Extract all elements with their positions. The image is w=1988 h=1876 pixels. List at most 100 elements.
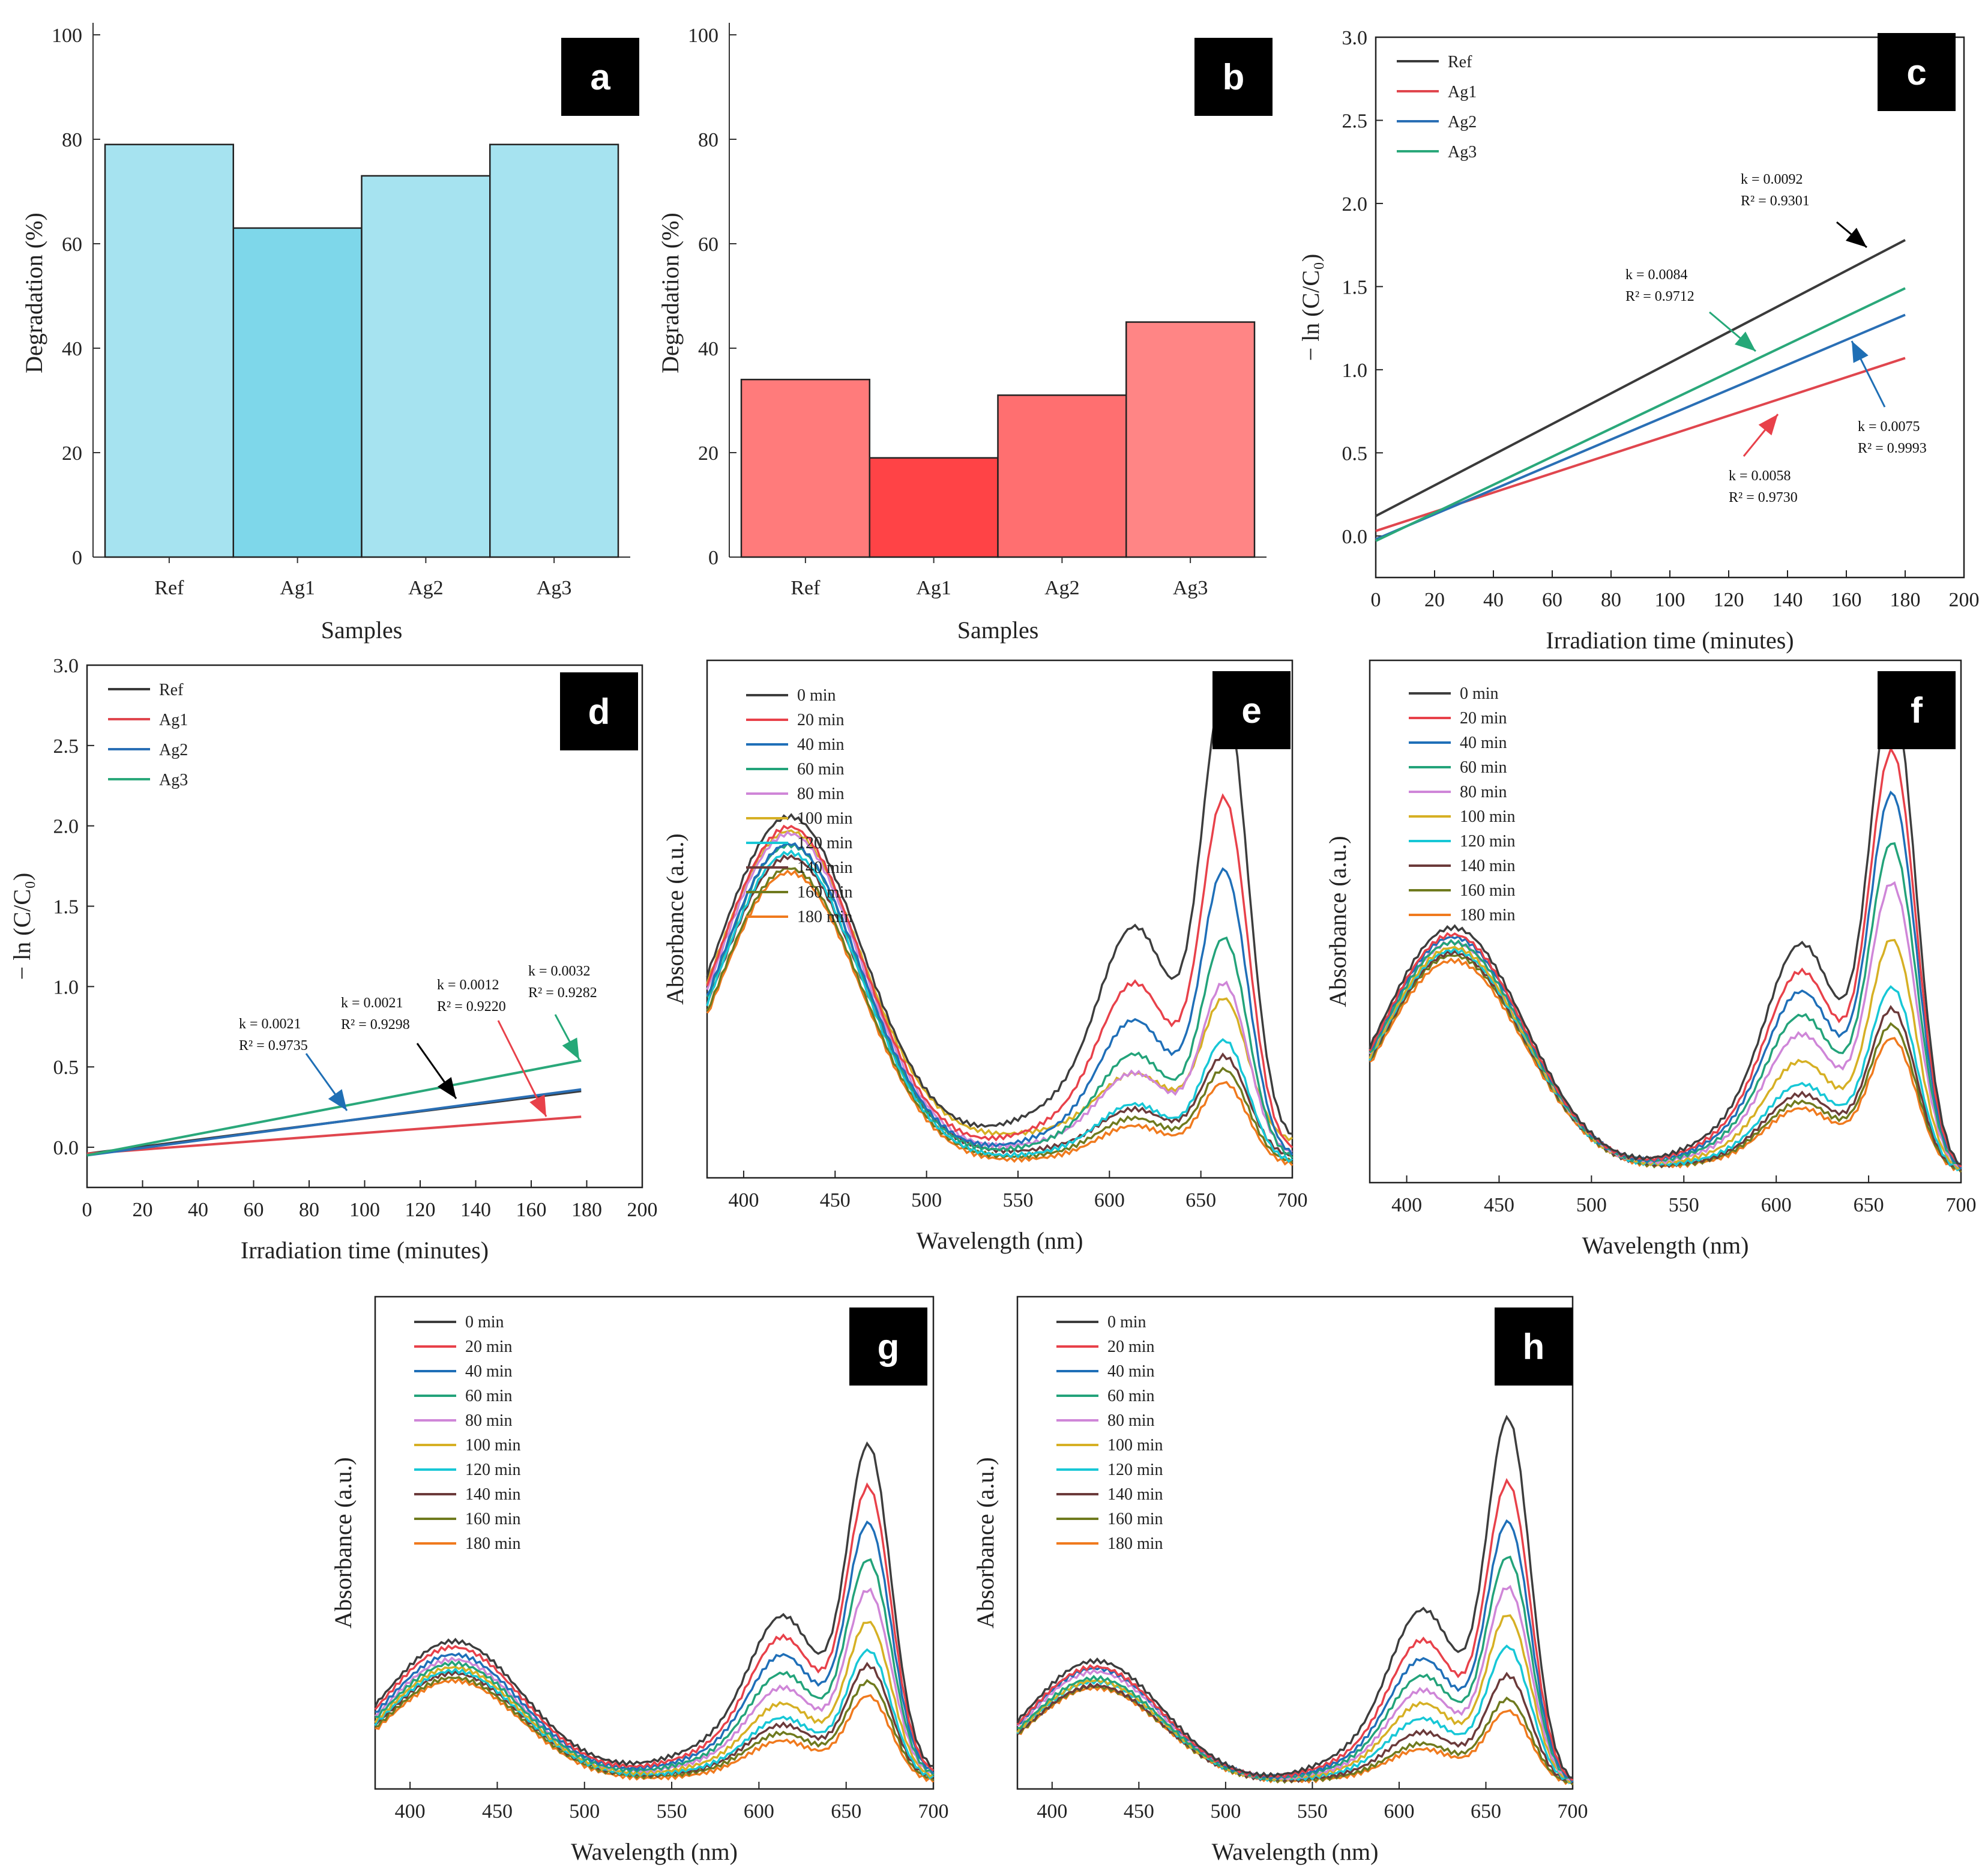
- legend-label: 40 min: [465, 1362, 513, 1381]
- legend-label: Ag2: [1448, 113, 1477, 131]
- spectrum-160-min: [1369, 954, 1962, 1173]
- x-tick-label: 650: [1854, 1194, 1884, 1216]
- x-tick-label: 100: [1655, 589, 1685, 611]
- series-line-Ag3: [86, 1059, 582, 1157]
- x-tick-label: 140: [460, 1199, 491, 1221]
- x-tick-label: 500: [569, 1800, 600, 1823]
- x-axis-label: Samples: [321, 617, 403, 644]
- panel-h: 400 450 500 550 600 650 700 0 min 20 min 40 min 60…: [972, 1295, 1588, 1865]
- fit-r2-label: R² = 0.9301: [1741, 193, 1810, 209]
- series-line-Ref: [1375, 239, 1906, 517]
- spectrum-180-min: [1369, 958, 1962, 1173]
- fit-arrow-head: [437, 1077, 456, 1099]
- x-tick-label: 550: [1002, 1189, 1033, 1211]
- x-tick-label: 500: [911, 1189, 942, 1211]
- series-line-Ag2: [86, 1088, 582, 1157]
- legend-label: 0 min: [1107, 1313, 1146, 1332]
- fit-k-label: k = 0.0075: [1858, 419, 1920, 435]
- spectrum-140-min: [706, 854, 1293, 1157]
- legend-label: 40 min: [797, 735, 845, 754]
- spectrum-60-min: [1369, 842, 1962, 1170]
- legend-label: 180 min: [1460, 906, 1516, 924]
- legend-label: 20 min: [465, 1338, 513, 1356]
- spectrum-0-min: [1369, 689, 1962, 1165]
- y-tick-label: 80: [62, 129, 82, 151]
- panel-badge-letter: g: [878, 1327, 900, 1367]
- spectrum-20-min: [706, 793, 1294, 1148]
- fit-arrow-head: [562, 1037, 579, 1060]
- bar-Ag1: [869, 457, 999, 558]
- y-tick-label: 0.5: [1342, 442, 1368, 465]
- panel-badge-letter: h: [1523, 1327, 1545, 1367]
- y-tick-label: 3.0: [1342, 27, 1368, 49]
- legend-label: 80 min: [1460, 783, 1507, 801]
- x-tick-label: 160: [516, 1199, 547, 1221]
- legend-label: 100 min: [1460, 807, 1516, 826]
- legend-label: 180 min: [1107, 1534, 1163, 1553]
- x-tick-label: 120: [405, 1199, 436, 1221]
- panel-badge: [1495, 1307, 1573, 1386]
- legend-label: 100 min: [465, 1436, 521, 1455]
- y-tick-label: 2.0: [1342, 193, 1368, 216]
- bar-Ag3: [1125, 321, 1256, 558]
- spectrum-100-min: [374, 1620, 934, 1778]
- x-tick-label: 80: [1601, 589, 1621, 611]
- fit-arrow-head: [328, 1089, 347, 1111]
- x-tick-label: Ag3: [1173, 577, 1208, 599]
- legend-label: 60 min: [1107, 1387, 1155, 1405]
- x-axis-label: Irradiation time (minutes): [241, 1237, 489, 1264]
- x-tick-label: 650: [1471, 1800, 1501, 1823]
- legend-label: 140 min: [1460, 857, 1516, 875]
- spectrum-40-min: [1369, 790, 1962, 1169]
- y-axis-label: Degradation (%): [657, 213, 684, 373]
- legend-label: 0 min: [465, 1313, 504, 1332]
- x-tick-label: 450: [482, 1800, 513, 1823]
- legend-label: 60 min: [797, 760, 845, 779]
- spectrum-0-min: [374, 1441, 934, 1767]
- y-tick-label: 1.0: [1342, 360, 1368, 382]
- legend-label: Ag3: [1448, 143, 1477, 161]
- spectrum-60-min: [1017, 1555, 1574, 1783]
- legend-label: Ag3: [159, 771, 188, 789]
- fit-k-label: k = 0.0058: [1729, 468, 1791, 484]
- y-axis-label: − ln (C/C₀): [8, 873, 35, 980]
- x-tick-label: 600: [1094, 1189, 1125, 1211]
- x-tick-label: 600: [1761, 1194, 1792, 1216]
- fit-k-label: k = 0.0012: [437, 977, 499, 993]
- legend-label: 160 min: [1460, 881, 1516, 900]
- spectrum-80-min: [706, 830, 1293, 1153]
- x-tick-label: 60: [1542, 589, 1562, 611]
- fit-r2-label: R² = 0.9712: [1625, 289, 1694, 304]
- y-axis-label: − ln (C/C₀): [1297, 254, 1324, 361]
- legend-label: 120 min: [1460, 832, 1516, 851]
- panel-badge: [560, 672, 638, 750]
- x-tick-label: 180: [571, 1199, 602, 1221]
- x-tick-label: 400: [1037, 1800, 1067, 1823]
- fit-k-label: k = 0.0021: [341, 995, 403, 1011]
- fit-arrow-head: [1734, 331, 1756, 351]
- x-tick-label: 400: [395, 1800, 426, 1823]
- legend-label: 20 min: [1107, 1338, 1155, 1356]
- bar-Ref: [104, 143, 234, 558]
- spectrum-100-min: [1369, 939, 1962, 1170]
- panel-badge: [849, 1307, 927, 1386]
- legend-label: 100 min: [1107, 1436, 1163, 1455]
- plot-frame: [374, 1295, 935, 1790]
- plot-frame: [1016, 1295, 1574, 1790]
- y-tick-label: 20: [698, 442, 718, 465]
- legend-label: 120 min: [1107, 1461, 1163, 1479]
- bar-Ag2: [997, 394, 1127, 558]
- panel-badge-letter: f: [1911, 690, 1923, 731]
- x-tick-label: 200: [627, 1199, 658, 1221]
- legend-label: 80 min: [797, 785, 845, 803]
- spectrum-120-min: [1369, 946, 1962, 1172]
- bar-Ag3: [489, 143, 619, 558]
- series-line-Ag3: [1375, 287, 1906, 542]
- legend-label: 160 min: [797, 883, 853, 902]
- x-axis-label: Irradiation time (minutes): [1546, 627, 1794, 654]
- y-tick-label: 40: [698, 338, 718, 360]
- y-axis-label: Degradation (%): [20, 213, 47, 373]
- x-tick-label: Ag2: [408, 577, 444, 599]
- spectrum-160-min: [706, 867, 1294, 1164]
